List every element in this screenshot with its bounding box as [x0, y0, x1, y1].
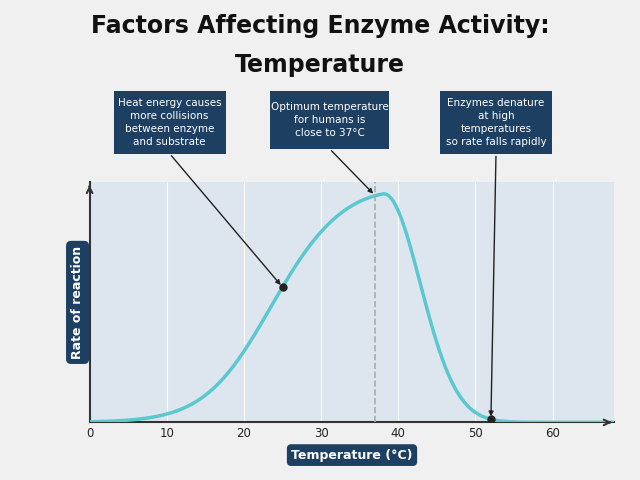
Text: Enzymes denature
at high
temperatures
so rate falls rapidly: Enzymes denature at high temperatures so… [445, 97, 547, 147]
X-axis label: Temperature (°C): Temperature (°C) [291, 449, 413, 462]
Text: Heat energy causes
more collisions
between enzyme
and substrate: Heat energy causes more collisions betwe… [118, 97, 221, 147]
Text: Factors Affecting Enzyme Activity:: Factors Affecting Enzyme Activity: [91, 14, 549, 38]
Y-axis label: Rate of reaction: Rate of reaction [71, 246, 84, 359]
Text: Temperature: Temperature [235, 53, 405, 77]
Text: Optimum temperature
for humans is
close to 37°C: Optimum temperature for humans is close … [271, 102, 388, 138]
